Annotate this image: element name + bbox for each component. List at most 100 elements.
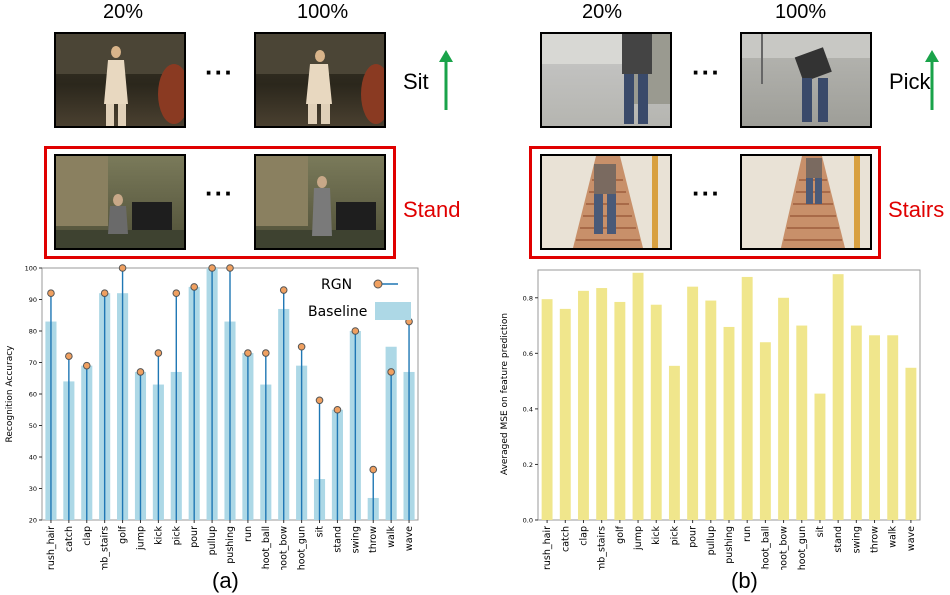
mse-bar-pushing: [723, 326, 735, 520]
x-tick-label-throw: throw: [870, 526, 881, 553]
rgn-marker-sit: [315, 396, 324, 405]
mse-bar-shoot_ball: [759, 342, 771, 520]
x-tick-label-shoot_ball: shoot_ball: [760, 526, 771, 570]
y-tick-label-0.2: 0.2: [523, 461, 533, 469]
panel-label-b: (b): [731, 568, 758, 593]
x-tick-label-pullup: pullup: [207, 526, 218, 555]
mse-bar-swing: [850, 325, 862, 520]
y-axis-label: Averaged MSE on feature prediction: [500, 313, 510, 475]
rgn-marker-clap: [82, 361, 91, 370]
y-tick-label-40: 40: [29, 454, 37, 462]
rgn-marker-run: [244, 349, 252, 357]
frame-figure-icon: [742, 34, 870, 122]
mse-bar-golf: [614, 301, 626, 520]
highlight-box-stairs: [529, 146, 881, 259]
rgn-marker-shoot_gun: [297, 342, 306, 351]
legend-rgn-label: RGN: [321, 277, 352, 293]
action-label-pick: Pick: [889, 69, 931, 94]
x-tick-label-clap: clap: [82, 526, 93, 546]
x-tick-label-swing: swing: [350, 526, 361, 553]
x-tick-label-jump: jump: [633, 526, 644, 551]
x-tick-label-wave: wave: [906, 526, 917, 551]
x-tick-label-pour: pour: [189, 526, 200, 548]
x-tick-label-wave: wave: [404, 526, 415, 551]
video-frame-sit-start: [54, 32, 186, 128]
x-tick-label-catch: catch: [64, 526, 75, 552]
mse-bar-brush_hair: [541, 299, 553, 520]
rgn-marker-catch: [65, 352, 73, 360]
x-tick-label-shoot_bow: shoot_bow: [779, 526, 790, 570]
rgn-marker-climb_stairs: [100, 289, 109, 298]
up-arrow-icon: [439, 50, 453, 110]
rgn-marker-pour: [190, 283, 198, 291]
rgn-marker-swing: [351, 327, 360, 335]
video-frame-stairs-start: [540, 154, 672, 250]
ellipsis-left-middle: ···: [205, 178, 234, 208]
y-tick-label-30: 30: [29, 485, 37, 493]
x-tick-label-kick: kick: [651, 526, 662, 545]
y-tick-label-70: 70: [29, 359, 37, 367]
rgn-marker-shoot_bow: [279, 286, 288, 294]
y-tick-label-0.4: 0.4: [523, 405, 533, 413]
y-tick-label-100: 100: [25, 265, 37, 273]
frame-figure-icon: [56, 156, 184, 248]
x-tick-label-shoot_gun: shoot_gun: [797, 526, 808, 570]
x-tick-label-sit: sit: [315, 526, 326, 538]
x-tick-label-shoot_gun: shoot_gun: [297, 526, 308, 570]
ellipsis-left-top: ···: [205, 57, 234, 87]
x-tick-label-run: run: [742, 526, 753, 542]
x-tick-label-pushing: pushing: [724, 526, 735, 564]
mse-bar-wave: [905, 367, 917, 520]
mse-bar-walk: [887, 335, 899, 520]
frame-figure-icon: [542, 34, 670, 124]
mse-bar-clap: [578, 290, 589, 520]
mse-bar-pour: [687, 286, 699, 520]
mse-bar-sit: [814, 393, 826, 520]
x-tick-label-shoot_bow: shoot_bow: [279, 526, 290, 570]
action-label-stand: Stand: [403, 197, 461, 222]
video-frame-pick-end: [740, 32, 872, 128]
rgn-marker-stand: [333, 405, 342, 414]
frame-figure-icon: [256, 34, 384, 124]
mse-bar-pullup: [705, 300, 717, 520]
y-tick-label-90: 90: [29, 296, 37, 304]
x-tick-label-golf: golf: [118, 525, 129, 543]
x-tick-label-catch: catch: [560, 526, 571, 552]
x-tick-label-climb_stairs: climb_stairs: [100, 526, 111, 570]
y-axis-label: Recognition Accuracy: [5, 345, 15, 443]
action-label-sit: Sit: [403, 69, 429, 94]
legend-rgn-marker: [373, 279, 383, 289]
x-tick-label-walk: walk: [386, 526, 397, 548]
video-frame-sit-end: [254, 32, 386, 128]
mse-bar-shoot_gun: [796, 325, 808, 520]
rgn-marker-jump: [136, 368, 145, 376]
y-tick-label-0: 0.0: [523, 517, 533, 525]
x-tick-label-golf: golf: [615, 525, 626, 543]
action-label-stairs: Stairs: [888, 197, 945, 222]
percent-start-right: 20%: [582, 1, 623, 23]
mse-bar-shoot_bow: [778, 297, 790, 520]
mse-bar-stand: [832, 274, 844, 520]
rgn-marker-walk: [387, 368, 395, 376]
legend-baseline-swatch: [375, 302, 411, 320]
rgn-marker-pick: [172, 289, 181, 298]
y-tick-label-0.6: 0.6: [523, 350, 533, 358]
percent-start-left: 20%: [103, 1, 144, 23]
video-frame-stairs-end: [740, 154, 872, 250]
video-frame-pick-start: [540, 32, 672, 128]
mse-bar-climb_stairs: [596, 288, 608, 520]
rgn-marker-pullup: [208, 264, 216, 272]
x-tick-label-sit: sit: [815, 526, 826, 538]
x-tick-label-stand: stand: [833, 526, 844, 553]
x-tick-label-pick: pick: [171, 526, 182, 546]
mse-bar-jump: [632, 272, 644, 520]
up-arrow-icon: [925, 50, 939, 110]
y-tick-label-0.8: 0.8: [523, 294, 533, 302]
x-tick-label-run: run: [243, 526, 254, 542]
legend-baseline-label: Baseline: [308, 304, 367, 320]
x-tick-label-shoot_ball: shoot_ball: [261, 526, 272, 570]
ellipsis-right-top: ···: [692, 57, 721, 87]
x-tick-label-throw: throw: [368, 526, 379, 553]
x-tick-label-pick: pick: [669, 526, 680, 546]
chart-mse-feature-prediction: 0.0 0.2 0.4 0.6 0.8 brush_hair catch clap climb…: [500, 269, 921, 570]
